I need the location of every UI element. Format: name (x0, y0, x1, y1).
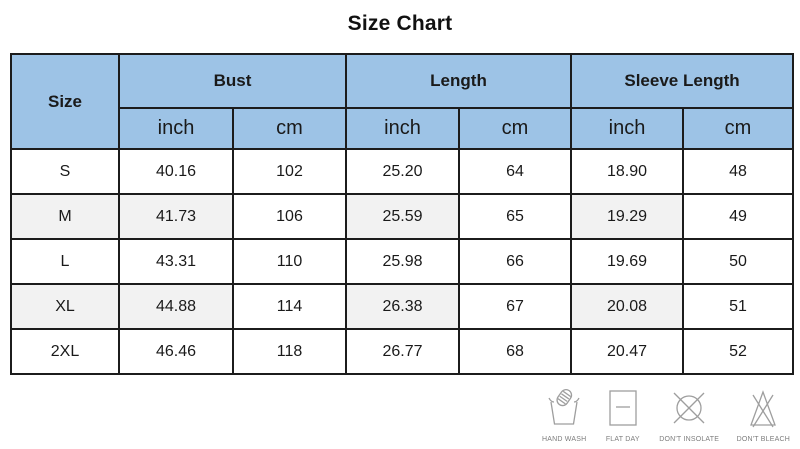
bust-cm-cell: 102 (232, 148, 347, 195)
table-row-2xl: 2XL 46.46 118 26.77 68 20.47 52 (10, 328, 795, 375)
size-chart-table: Size Bust Length Sleeve Length inch cm i… (10, 53, 795, 375)
col-group-bust: Bust (118, 53, 347, 109)
length-inch-cell: 26.77 (345, 328, 460, 375)
care-item-flat-dry: FLAT DAY (604, 387, 642, 443)
care-item-dont-insolate: DON'T INSOLATE (659, 387, 719, 443)
bust-inch-cell: 44.88 (118, 283, 234, 330)
table-row-xl: XL 44.88 114 26.38 67 20.08 51 (10, 283, 795, 330)
col-header-size: Size (10, 53, 120, 150)
length-cm-cell: 66 (458, 238, 572, 285)
sleeve-cm-cell: 49 (681, 193, 795, 240)
table-group-header-row: Size Bust Length Sleeve Length (10, 53, 795, 150)
flat-dry-icon (609, 390, 637, 426)
table-row-m: M 41.73 106 25.59 65 19.29 49 (10, 193, 795, 240)
size-cell: S (10, 148, 120, 195)
unit-header-sleeve-inch: inch (570, 107, 684, 150)
unit-header-length-inch: inch (345, 107, 460, 150)
sleeve-cm-cell: 50 (681, 238, 795, 285)
care-label: HAND WASH (542, 436, 587, 443)
care-label: FLAT DAY (605, 436, 640, 443)
length-inch-cell: 25.20 (345, 148, 460, 195)
sleeve-inch-cell: 19.69 (570, 238, 684, 285)
bust-cm-cell: 106 (232, 193, 347, 240)
bust-cm-cell: 118 (232, 328, 347, 375)
length-cm-cell: 68 (458, 328, 572, 375)
sleeve-cm-cell: 51 (681, 283, 795, 330)
col-group-length: Length (345, 53, 572, 109)
size-cell: 2XL (10, 328, 120, 375)
size-cell: XL (10, 283, 120, 330)
bust-cm-cell: 114 (232, 283, 347, 330)
size-cell: L (10, 238, 120, 285)
table-row-l: L 43.31 110 25.98 66 19.69 50 (10, 238, 795, 285)
sleeve-inch-cell: 20.08 (570, 283, 684, 330)
sleeve-inch-cell: 18.90 (570, 148, 684, 195)
care-label: DON'T INSOLATE (659, 436, 720, 443)
size-cell: M (10, 193, 120, 240)
unit-header-length-cm: cm (458, 107, 572, 150)
unit-header-bust-cm: cm (232, 107, 347, 150)
length-inch-cell: 25.98 (345, 238, 460, 285)
table-unit-header-row: inch cm inch cm inch cm (11, 107, 795, 150)
length-cm-cell: 67 (458, 283, 572, 330)
hand-wash-icon (548, 388, 580, 425)
length-inch-cell: 25.59 (345, 193, 460, 240)
length-cm-cell: 64 (458, 148, 572, 195)
bust-inch-cell: 41.73 (118, 193, 234, 240)
length-inch-cell: 26.38 (345, 283, 460, 330)
bust-inch-cell: 46.46 (118, 328, 234, 375)
dont-bleach-icon (750, 390, 777, 428)
bust-inch-cell: 40.16 (118, 148, 234, 195)
sleeve-cm-cell: 52 (681, 328, 795, 375)
dont-insolate-icon (673, 392, 705, 424)
bust-cm-cell: 110 (232, 238, 347, 285)
care-item-dont-bleach: DON'T BLEACH (737, 387, 790, 443)
sleeve-cm-cell: 48 (681, 148, 795, 195)
care-label: DON'T BLEACH (736, 436, 790, 443)
sleeve-inch-cell: 20.47 (570, 328, 684, 375)
length-cm-cell: 65 (458, 193, 572, 240)
unit-header-bust-inch: inch (118, 107, 234, 150)
table-row-s: S 40.16 102 25.20 64 18.90 48 (10, 148, 795, 195)
sleeve-inch-cell: 19.29 (570, 193, 684, 240)
unit-header-sleeve-cm: cm (681, 107, 795, 150)
care-item-hand-wash: HAND WASH (542, 387, 586, 443)
col-group-sleeve-length: Sleeve Length (569, 53, 795, 109)
bust-inch-cell: 43.31 (118, 238, 234, 285)
care-instructions: HAND WASH FLAT DAY DON'T INSOLATE DON'T … (542, 387, 790, 443)
page-title: Size Chart (347, 12, 453, 35)
